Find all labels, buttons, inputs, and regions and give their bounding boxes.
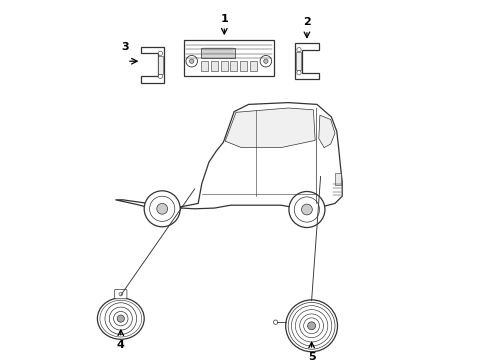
Text: 3: 3 bbox=[122, 42, 129, 52]
Circle shape bbox=[144, 191, 180, 227]
Circle shape bbox=[297, 71, 301, 75]
Text: 1: 1 bbox=[220, 14, 228, 24]
Text: 5: 5 bbox=[308, 352, 316, 360]
Bar bbox=[158, 56, 163, 74]
Circle shape bbox=[158, 74, 163, 78]
Circle shape bbox=[158, 51, 163, 55]
Polygon shape bbox=[225, 108, 315, 148]
Bar bbox=[335, 173, 342, 185]
Text: 4: 4 bbox=[117, 340, 125, 350]
Polygon shape bbox=[141, 47, 164, 83]
Circle shape bbox=[289, 192, 325, 228]
Bar bbox=[184, 40, 274, 76]
Bar bbox=[201, 61, 208, 71]
Circle shape bbox=[297, 48, 301, 52]
Circle shape bbox=[273, 320, 278, 324]
Circle shape bbox=[264, 59, 268, 63]
Bar bbox=[240, 61, 247, 71]
Circle shape bbox=[157, 203, 168, 214]
Text: 2: 2 bbox=[303, 17, 311, 27]
Circle shape bbox=[117, 315, 124, 322]
Bar bbox=[211, 61, 218, 71]
Bar bbox=[201, 48, 235, 58]
Circle shape bbox=[190, 59, 194, 63]
Circle shape bbox=[260, 55, 271, 67]
Circle shape bbox=[308, 322, 316, 330]
Circle shape bbox=[149, 196, 175, 221]
Polygon shape bbox=[319, 115, 335, 148]
Circle shape bbox=[186, 55, 197, 67]
Circle shape bbox=[294, 197, 319, 222]
Bar bbox=[250, 61, 257, 71]
FancyBboxPatch shape bbox=[115, 289, 127, 299]
Bar bbox=[230, 61, 238, 71]
Bar bbox=[296, 52, 301, 70]
Circle shape bbox=[301, 204, 312, 215]
Circle shape bbox=[286, 300, 338, 352]
Circle shape bbox=[119, 292, 122, 296]
Polygon shape bbox=[116, 103, 342, 209]
Ellipse shape bbox=[98, 298, 144, 339]
Polygon shape bbox=[295, 43, 319, 79]
Bar bbox=[220, 61, 228, 71]
